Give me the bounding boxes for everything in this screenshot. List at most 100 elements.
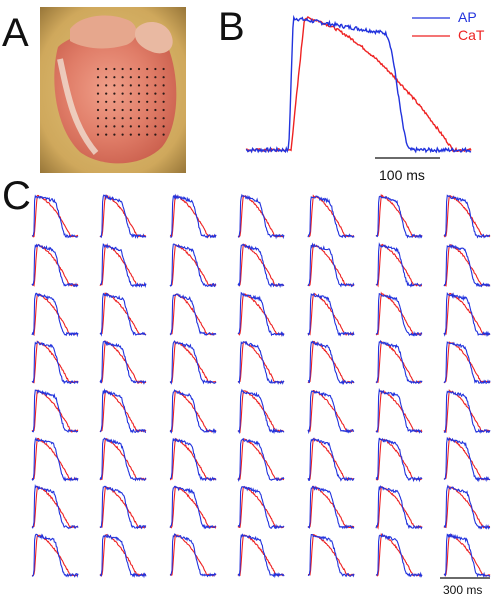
- electrode-dot: [105, 100, 108, 103]
- cat-trace-r2-c6: [375, 243, 422, 288]
- ap-trace-r1-c1: [31, 194, 79, 239]
- ap-trace-r7-c1: [31, 484, 79, 530]
- electrode-dot: [129, 108, 132, 112]
- ap-trace-r7-c5: [307, 485, 355, 530]
- electrode-dot: [146, 76, 149, 79]
- electrode-dot: [105, 67, 108, 71]
- electrode-dot: [137, 100, 141, 103]
- ap-trace-r5-c1: [31, 389, 79, 433]
- electrode-dot: [96, 67, 100, 71]
- ap-trace-r6-c4: [237, 437, 285, 482]
- electrode-dot: [96, 84, 100, 87]
- electrode-dot: [121, 92, 124, 95]
- ap-trace-r7-c4: [237, 485, 285, 530]
- cat-trace-r8-c3: [169, 533, 217, 577]
- electrode-dot: [113, 84, 116, 87]
- scale-label-b: 100 ms: [379, 167, 425, 183]
- cat-trace-r1-c6: [375, 193, 423, 238]
- electrode-dot: [162, 117, 165, 120]
- electrode-dot: [154, 108, 157, 112]
- ap-trace-r6-c7: [443, 436, 491, 483]
- electrode-dot: [129, 133, 132, 136]
- heart-aorta: [134, 22, 173, 54]
- electrode-dot: [105, 117, 108, 120]
- cat-trace-r2-c5: [307, 244, 355, 287]
- electrode-dot: [105, 76, 108, 79]
- electrode-dot: [137, 108, 141, 112]
- ap-trace-r4-c1: [31, 340, 79, 385]
- electrode-dot: [113, 133, 116, 136]
- ap-trace-r2-c5: [307, 242, 355, 288]
- cat-trace-r4-c1: [31, 340, 79, 384]
- electrode-dot: [137, 84, 141, 87]
- electrode-dot: [113, 67, 116, 71]
- electrode-dot: [121, 100, 124, 103]
- electrode-dot: [96, 108, 100, 112]
- electrode-grid: [96, 67, 165, 136]
- cat-trace-r4-c7: [443, 341, 491, 384]
- ap-trace-r5-c4: [237, 388, 285, 435]
- panel-label-c: C: [2, 174, 31, 218]
- ap-trace-r5-c3: [169, 389, 217, 435]
- ap-trace-r8-c4: [237, 533, 285, 579]
- electrode-dot: [129, 76, 132, 79]
- cat-trace-r3-c3: [169, 293, 217, 336]
- ap-trace-r8-c7: [443, 532, 491, 578]
- ap-trace-r3-c2: [99, 292, 147, 337]
- fat-tissue: [57, 58, 99, 155]
- cat-trace-r1-c4: [237, 195, 285, 238]
- cat-trace-r4-c2: [99, 340, 147, 385]
- ap-trace-r8-c6: [375, 532, 423, 578]
- ap-trace-r7-c2: [99, 485, 147, 530]
- ap-trace-r7-c3: [169, 485, 217, 530]
- electrode-dot: [113, 117, 116, 120]
- trace-grid: [31, 193, 491, 579]
- ap-trace-r1-c3: [169, 193, 217, 239]
- electrode-dot: [162, 133, 165, 136]
- ap-trace-r6-c3: [169, 437, 217, 482]
- cat-trace-r7-c5: [307, 485, 355, 529]
- cat-trace-r6-c4: [237, 438, 285, 481]
- heart-ventricles: [54, 31, 177, 164]
- electrode-dot: [105, 92, 108, 95]
- electrode-dot: [129, 84, 132, 87]
- cat-trace-r8-c5: [308, 533, 355, 577]
- ap-trace-r6-c6: [375, 437, 423, 483]
- ap-trace-r4-c3: [169, 340, 217, 385]
- electrode-dot: [121, 67, 124, 71]
- electrode-dot: [96, 133, 100, 136]
- electrode-dot: [162, 125, 165, 128]
- ap-trace-r1-c6: [375, 195, 423, 239]
- ap-trace-r2-c3: [169, 243, 217, 288]
- electrode-dot: [154, 133, 157, 136]
- electrode-dot: [154, 76, 157, 79]
- electrode-dot: [162, 100, 165, 103]
- electrode-dot: [129, 125, 132, 128]
- ap-trace-r1-c2: [99, 194, 147, 239]
- ap-trace-r2-c1: [31, 243, 79, 288]
- scale-label-c: 300 ms: [443, 583, 482, 597]
- cat-trace-r3-c1: [31, 292, 79, 337]
- ap-trace-r5-c5: [307, 390, 355, 435]
- cat-trace-r2-c4: [237, 243, 285, 287]
- electrode-dot: [121, 84, 124, 87]
- electrode-dot: [162, 84, 165, 87]
- electrode-dot: [146, 92, 149, 95]
- electrode-dot: [121, 133, 124, 136]
- ap-trace: [245, 14, 472, 154]
- ap-trace-r7-c7: [443, 484, 491, 530]
- electrode-dot: [121, 76, 124, 79]
- ap-trace-r2-c4: [237, 243, 285, 288]
- electrode-dot: [121, 117, 124, 120]
- ap-trace-r6-c5: [307, 437, 355, 482]
- ap-trace-r6-c1: [31, 437, 79, 482]
- ap-trace-r8-c1: [31, 533, 79, 578]
- ap-trace-r3-c3: [169, 293, 217, 337]
- cat-trace-r4-c5: [307, 340, 355, 384]
- ap-trace-r4-c6: [375, 339, 423, 385]
- cat-trace-r8-c2: [99, 534, 147, 577]
- electrode-dot: [162, 67, 165, 71]
- electrode-dot: [154, 117, 157, 120]
- electrode-dot: [105, 133, 108, 136]
- electrode-dot: [137, 76, 141, 79]
